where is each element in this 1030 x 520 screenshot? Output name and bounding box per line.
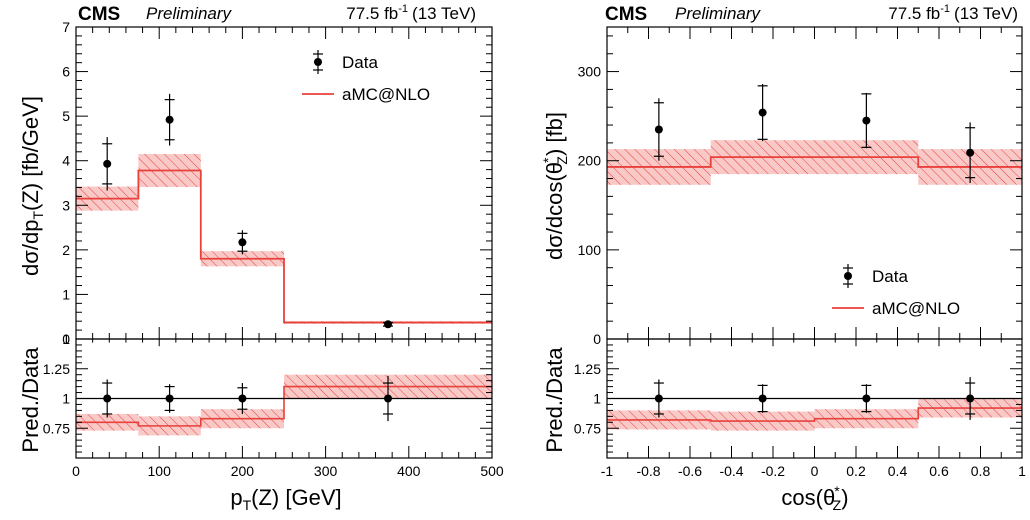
left-main-ytick-label: 2	[62, 242, 70, 258]
left-data-point	[103, 159, 112, 168]
right-xtick-label: 0.4	[888, 463, 908, 479]
left-ratio-ytick-label: 1	[62, 391, 70, 407]
right-legend-prediction-label: aMC@NLO	[872, 299, 960, 318]
left-xtick-label: 0	[72, 463, 80, 479]
left-main-ytick-label: 0	[62, 331, 70, 347]
right-xtick-label: 0.6	[929, 463, 949, 479]
left-ratio-data-point	[103, 394, 112, 403]
left-main-ytick-label: 5	[62, 108, 70, 124]
left-lumi-exponent: -1	[398, 3, 408, 15]
left-ratio-top-label: 1	[62, 331, 70, 347]
left-prediction-line	[76, 169, 492, 324]
left-ylabel-part3: (Z) [fb/GeV]	[18, 96, 43, 211]
left-main-ytick-label: 4	[62, 153, 70, 169]
left-main-ytick-label: 6	[62, 64, 70, 80]
left-lumi-value: 77.5 fb	[346, 4, 398, 23]
left-xlabel-sub: T	[243, 497, 252, 513]
right-panel-group: 0 100 200 300 -1 -0.8 -0.6 -0.4 -0.2 0 0.2 0.4 0.6 0.…	[574, 26, 1026, 479]
left-ratio-ytick-label: 0.75	[43, 420, 70, 436]
right-ratio-data-point	[758, 394, 767, 403]
left-energy: (13 TeV)	[412, 4, 476, 23]
right-main-ytick-label: 300	[578, 64, 602, 80]
right-ylabel-sub: Z	[554, 156, 570, 165]
left-data-point	[238, 238, 247, 247]
right-xtick-label: 1	[1018, 463, 1026, 479]
left-xtick-label: 300	[314, 463, 338, 479]
right-xlabel-star: *	[834, 483, 840, 499]
right-ylabel-star: *	[540, 157, 556, 163]
left-xtick-label: 500	[480, 463, 504, 479]
left-xtick-label: 100	[148, 463, 172, 479]
left-main-ytick-label: 7	[62, 19, 70, 35]
left-x-axis-label: pT(Z) [GeV]	[230, 485, 341, 513]
right-data-point	[966, 148, 975, 157]
right-ratio-ytick-label: 1	[593, 391, 601, 407]
right-legend-data-marker	[844, 272, 852, 280]
left-xtick-label: 200	[231, 463, 255, 479]
right-legend-data-label: Data	[872, 267, 908, 286]
left-ratio-y-label: Pred./Data	[18, 347, 43, 453]
right-xlabel-sub: Z	[833, 497, 842, 513]
left-y-axis-label: dσ/dpT(Z) [fb/GeV]	[18, 96, 46, 276]
right-main-ytick-label: 100	[578, 242, 602, 258]
right-ratio-prediction-line	[607, 407, 1022, 422]
right-ratio-data-point	[862, 394, 871, 403]
right-x-axis-label: cos(θ* Z)	[781, 483, 848, 513]
right-xtick-label: -0.4	[719, 463, 743, 479]
right-xtick-label: -0.2	[761, 463, 785, 479]
left-cms-label: CMS	[78, 4, 120, 25]
right-xtick-label: 0.8	[971, 463, 991, 479]
right-xtick-label: -0.6	[678, 463, 702, 479]
right-ratio-ytick-label: 1.25	[574, 361, 601, 377]
left-ratio-ytick-label: 1.25	[43, 361, 70, 377]
right-lumi-exponent: -1	[940, 3, 950, 15]
right-ratio-data-point	[654, 394, 663, 403]
left-ratio-data-point	[165, 394, 174, 403]
right-ratio-data-point	[966, 394, 975, 403]
left-ratio-prediction-line	[76, 385, 492, 427]
left-ylabel-part1: dσ/dp	[18, 220, 43, 276]
left-ratio-data-point	[384, 394, 392, 403]
right-main-ytick-label: 200	[578, 153, 602, 169]
left-xlabel-rest: (Z) [GeV]	[251, 485, 341, 510]
left-ratio-data-point	[238, 394, 247, 403]
right-cms-label: CMS	[605, 4, 647, 25]
right-lumi-label: 77.5 fb-1 (13 TeV)	[888, 3, 1018, 23]
right-data-point	[758, 108, 767, 117]
left-legend-data-marker	[314, 58, 322, 66]
left-legend-prediction-label: aMC@NLO	[342, 85, 430, 104]
right-ylabel-part1: dσ/dcos(θ	[542, 162, 567, 260]
left-lumi-label: 77.5 fb-1 (13 TeV)	[346, 3, 476, 23]
right-xtick-label: -1	[601, 463, 614, 479]
right-ratio-y-label: Pred./Data	[542, 347, 567, 453]
right-prediction-line	[607, 156, 1022, 168]
right-xtick-label: 0.2	[846, 463, 866, 479]
left-legend-data-label: Data	[342, 53, 378, 72]
right-energy: (13 TeV)	[954, 4, 1018, 23]
left-xtick-label: 400	[397, 463, 421, 479]
right-xtick-label: 0	[811, 463, 819, 479]
right-main-ytick-label: 0	[593, 331, 601, 347]
right-xtick-label: -0.8	[636, 463, 660, 479]
right-preliminary-label: Preliminary	[675, 4, 762, 23]
left-xlabel-p: p	[230, 485, 242, 510]
right-xlabel-part1: cos(θ	[781, 485, 835, 510]
right-y-axis-label: dσ/dcos(θ*Z) [fb]	[540, 112, 570, 260]
left-main-ytick-label: 1	[62, 286, 70, 302]
left-preliminary-label: Preliminary	[146, 4, 233, 23]
right-ratio-ytick-label: 0.75	[574, 420, 601, 436]
left-data-point	[165, 115, 174, 124]
right-ylabel-part4: ) [fb]	[542, 112, 567, 156]
left-ylabel-sub: T	[30, 211, 46, 220]
right-data-point	[862, 116, 871, 125]
left-main-ytick-label: 3	[62, 197, 70, 213]
right-lumi-value: 77.5 fb	[888, 4, 940, 23]
right-data-point	[654, 125, 663, 134]
left-data-point	[384, 320, 392, 329]
right-xlabel-part4: )	[841, 485, 848, 510]
